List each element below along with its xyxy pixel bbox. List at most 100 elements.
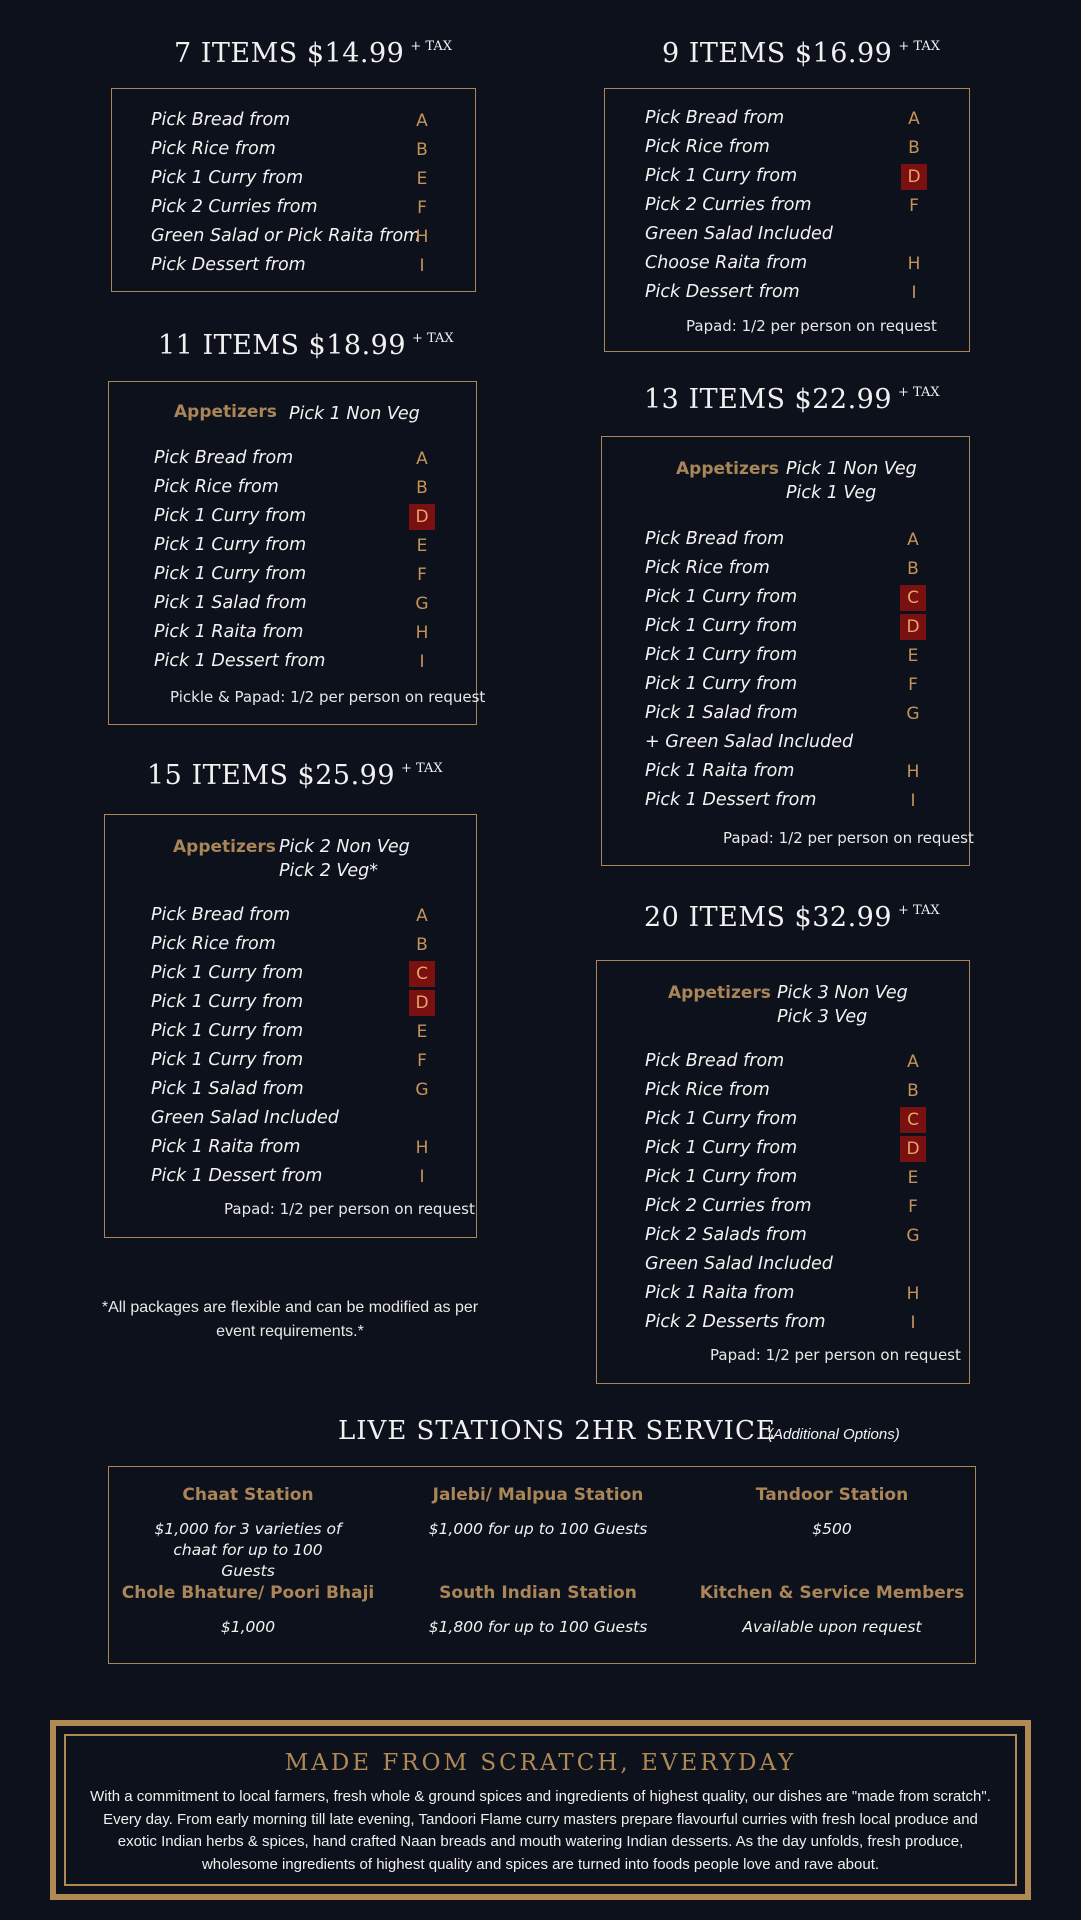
menu-row: Pick 1 Salad from G bbox=[602, 699, 969, 727]
row-label: Pick 2 Curries from bbox=[151, 197, 318, 217]
station-south-indian: South Indian Station $1,800 for up to 10… bbox=[393, 1583, 683, 1638]
menu-row: Pick 1 Raita from H bbox=[105, 1133, 476, 1161]
row-code: G bbox=[906, 1226, 920, 1246]
row-code-highlighted: D bbox=[901, 164, 927, 190]
station-chole-bhature: Chole Bhature/ Poori Bhaji $1,000 bbox=[103, 1583, 393, 1638]
menu-row: Pick 1 Raita from H bbox=[602, 757, 969, 785]
row-label: Choose Raita from bbox=[645, 253, 808, 273]
menu-row: Pick 1 Curry from E bbox=[109, 531, 476, 559]
package-7-title: 7 ITEMS $14.99 + TAX bbox=[174, 38, 452, 69]
package-title-text: 15 ITEMS $25.99 bbox=[147, 760, 396, 791]
row-label: Pick 1 Curry from bbox=[645, 674, 798, 694]
row-code: F bbox=[909, 196, 919, 216]
menu-row: Pick 1 Dessert from I bbox=[105, 1162, 476, 1190]
row-label: Pick Bread from bbox=[645, 108, 785, 128]
menu-row: Pick 1 Dessert from I bbox=[109, 647, 476, 675]
menu-row: Pick 2 Curries from F bbox=[597, 1192, 969, 1220]
package-title-text: 7 ITEMS $14.99 bbox=[174, 38, 405, 69]
appetizers-line: Pick 2 Non Veg bbox=[279, 837, 410, 857]
row-label: Green Salad Included bbox=[645, 1254, 833, 1274]
row-label: Pick Rice from bbox=[151, 934, 276, 954]
row-label: + Green Salad Included bbox=[645, 732, 854, 752]
station-price: $1,800 for up to 100 Guests bbox=[428, 1618, 648, 1636]
row-code: B bbox=[907, 1081, 919, 1101]
row-code: H bbox=[907, 254, 921, 274]
package-11-box: Appetizers Pick 1 Non Veg Pick Bread fro… bbox=[108, 381, 485, 725]
row-label: Pick Bread from bbox=[645, 529, 785, 549]
row-code: F bbox=[417, 198, 427, 218]
menu-row: Pick Bread from A bbox=[597, 1047, 969, 1075]
menu-row: Pick 1 Curry from D bbox=[105, 988, 476, 1016]
menu-row: Pick 1 Curry from D bbox=[109, 502, 476, 530]
menu-row: Pick Bread from A bbox=[109, 444, 476, 472]
package-title-text: 9 ITEMS $16.99 bbox=[662, 38, 893, 69]
row-label: Pick 1 Salad from bbox=[645, 703, 798, 723]
live-stations-title: LIVE STATIONS 2HR SERVICE bbox=[338, 1416, 776, 1446]
station-name: Kitchen & Service Members bbox=[699, 1583, 965, 1603]
station-name: South Indian Station bbox=[439, 1583, 637, 1603]
made-from-scratch-inner-border: MADE FROM SCRATCH, EVERYDAY With a commi… bbox=[64, 1734, 1017, 1886]
row-code: I bbox=[910, 1313, 916, 1333]
menu-row: Pick 2 Curries from F bbox=[112, 193, 475, 221]
row-code: B bbox=[416, 140, 428, 160]
row-label: Pick 1 Curry from bbox=[645, 645, 798, 665]
package-note: Pickle & Papad: 1/2 per person on reques… bbox=[170, 688, 486, 706]
station-chaat: Chaat Station $1,000 for 3 varieties of … bbox=[103, 1485, 393, 1582]
menu-row: Pick 1 Curry from E bbox=[602, 641, 969, 669]
row-code: I bbox=[911, 283, 917, 303]
tax-label: + TAX bbox=[898, 39, 940, 54]
appetizers-line: Pick 1 Non Veg bbox=[289, 404, 420, 424]
row-label: Pick 1 Curry from bbox=[154, 564, 307, 584]
menu-row: Pick 1 Curry from E bbox=[112, 164, 475, 192]
menu-row: Pick Rice from B bbox=[112, 135, 475, 163]
row-label: Pick 1 Curry from bbox=[151, 168, 304, 188]
row-label: Pick 1 Curry from bbox=[154, 535, 307, 555]
row-label: Pick Rice from bbox=[645, 558, 770, 578]
station-name: Jalebi/ Malpua Station bbox=[432, 1485, 644, 1505]
row-label: Pick Bread from bbox=[154, 448, 294, 468]
appetizers-line: Pick 1 Non Veg bbox=[786, 459, 917, 479]
station-name: Chole Bhature/ Poori Bhaji bbox=[121, 1583, 375, 1603]
row-label: Pick Dessert from bbox=[645, 282, 800, 302]
row-label: Pick 1 Dessert from bbox=[154, 651, 326, 671]
menu-row: Pick 1 Curry from E bbox=[105, 1017, 476, 1045]
menu-row: Pick 1 Curry from C bbox=[105, 959, 476, 987]
package-15-box: Appetizers Pick 2 Non Veg Pick 2 Veg* Pi… bbox=[104, 814, 477, 1238]
menu-row: Green Salad Included bbox=[105, 1104, 476, 1132]
row-label: Pick Bread from bbox=[151, 110, 291, 130]
row-label: Pick 1 Curry from bbox=[645, 1109, 798, 1129]
package-note: Papad: 1/2 per person on request bbox=[224, 1200, 475, 1218]
row-label: Pick Rice from bbox=[645, 137, 770, 157]
row-code: H bbox=[415, 623, 429, 643]
menu-row: Green Salad or Pick Raita from H bbox=[112, 222, 475, 250]
row-label: Pick Rice from bbox=[151, 139, 276, 159]
row-code-highlighted: D bbox=[900, 1136, 926, 1162]
row-code: I bbox=[419, 256, 425, 276]
station-price: $500 bbox=[812, 1520, 852, 1538]
package-13-title: 13 ITEMS $22.99 + TAX bbox=[644, 384, 940, 415]
menu-row: Choose Raita from H bbox=[605, 249, 969, 277]
menu-row: Pick 1 Curry from C bbox=[602, 583, 969, 611]
row-code: I bbox=[910, 791, 916, 811]
menu-row: Green Salad Included bbox=[597, 1250, 969, 1278]
row-code: E bbox=[907, 646, 919, 666]
menu-row: Pick 1 Salad from G bbox=[109, 589, 476, 617]
row-code-highlighted: C bbox=[900, 1107, 926, 1133]
row-code: F bbox=[908, 675, 918, 695]
station-price: $1,000 for up to 100 Guests bbox=[428, 1520, 648, 1538]
package-20-box: Appetizers Pick 3 Non Veg Pick 3 Veg Pic… bbox=[596, 960, 970, 1384]
menu-row: Pick 1 Curry from D bbox=[605, 162, 969, 190]
menu-row: Pick 1 Curry from E bbox=[597, 1163, 969, 1191]
package-9-title: 9 ITEMS $16.99 + TAX bbox=[662, 38, 940, 69]
row-code: B bbox=[416, 935, 428, 955]
menu-row: Pick Bread from A bbox=[112, 106, 475, 134]
package-title-text: 13 ITEMS $22.99 bbox=[644, 384, 893, 415]
appetizers-label: Appetizers bbox=[173, 837, 276, 857]
menu-row: Pick 1 Curry from F bbox=[602, 670, 969, 698]
appetizers-line: Pick 3 Non Veg bbox=[777, 983, 908, 1003]
row-code: G bbox=[906, 704, 920, 724]
row-code: A bbox=[907, 1052, 919, 1072]
package-15-title: 15 ITEMS $25.99 + TAX bbox=[147, 760, 443, 791]
appetizers-label: Appetizers bbox=[174, 402, 277, 422]
package-11-title: 11 ITEMS $18.99 + TAX bbox=[158, 330, 454, 361]
